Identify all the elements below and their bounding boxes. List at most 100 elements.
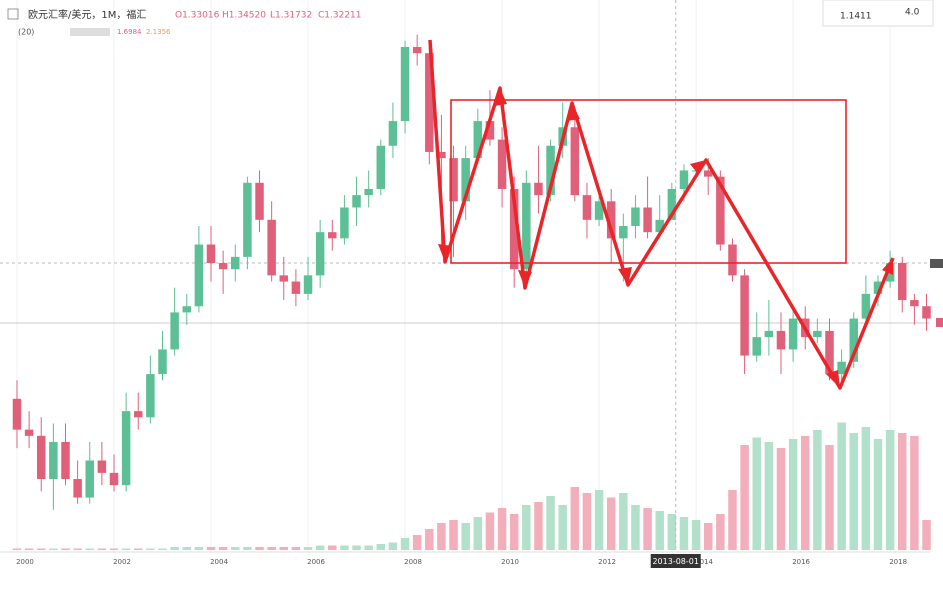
candle-body (243, 182, 252, 257)
volume-bar (158, 548, 167, 550)
candle-body (400, 47, 410, 122)
volume-bar (461, 523, 470, 550)
arrowhead (690, 160, 706, 174)
volume-bar (206, 547, 216, 550)
volume-bar (97, 548, 107, 550)
arrowhead (518, 270, 532, 288)
candle-body (218, 263, 228, 270)
x-tick-label: 2010 (501, 558, 519, 566)
candle-body (61, 442, 70, 480)
candle-body (776, 330, 786, 350)
candle-body (473, 121, 483, 159)
volume-bar (340, 545, 349, 550)
candle-body (134, 411, 143, 418)
volume-bar (667, 514, 677, 550)
candle-body (328, 232, 337, 239)
candle-body (412, 47, 422, 54)
volume-bar (922, 520, 931, 550)
volume-bar (24, 548, 34, 550)
volume-bar (437, 523, 446, 550)
candle-body (12, 398, 22, 430)
volume-bar (655, 511, 664, 550)
arrowhead (826, 370, 840, 388)
volume-bar (364, 545, 373, 550)
volume-bar (449, 520, 458, 550)
candle-body (837, 361, 846, 375)
volume-bar (691, 520, 701, 550)
volume-bar (788, 439, 798, 550)
volume-bar (315, 545, 325, 550)
candle-body (364, 188, 373, 196)
ohlc-close: C1.32211 (318, 11, 362, 21)
price-pane (12, 34, 931, 510)
volume-bar (728, 490, 737, 550)
candle-body (85, 460, 94, 498)
candle-body (352, 195, 361, 208)
volume-bar (146, 548, 155, 550)
price-tag (936, 318, 943, 327)
volume-ma: 2.1356 (146, 28, 171, 36)
candle-body (146, 374, 155, 418)
candle-body (425, 53, 434, 152)
x-tick-label: 2004 (210, 558, 228, 566)
candle-body (376, 145, 386, 189)
arrowheads (438, 88, 893, 388)
volume-bar (412, 535, 422, 550)
candle-body (388, 121, 398, 146)
volume-bar (837, 422, 846, 550)
range-box (450, 99, 847, 264)
candle-body (752, 337, 761, 356)
x-tick-label: 2018 (889, 558, 907, 566)
candle-body (716, 176, 725, 245)
candle-body (49, 442, 58, 480)
x-axis: 2000 2002 2004 2006 2008 2010 2012 2014 2016 2018 (16, 558, 907, 566)
candle-body (764, 330, 774, 338)
candle-body (788, 318, 798, 350)
volume-bar (170, 547, 179, 550)
candle-body (570, 127, 580, 196)
volume-bar (910, 436, 919, 550)
volume-bar (861, 427, 871, 550)
crosshair-label: 2013-08-01 (652, 557, 699, 566)
candle-body (825, 330, 834, 375)
x-tick-label: 2008 (404, 558, 422, 566)
volume-bar (473, 517, 483, 550)
candle-body (703, 170, 713, 177)
candle-body (194, 244, 204, 307)
volume-bar (388, 542, 398, 550)
candle-body (437, 151, 446, 159)
ohlc-open: O1.33016 (175, 11, 220, 21)
volume-bar (764, 442, 774, 550)
candle-body (170, 312, 179, 350)
candle-body (667, 188, 677, 220)
volume-bar (570, 487, 580, 550)
volume-bar (255, 547, 264, 550)
candle-body (303, 275, 313, 294)
x-tick-label: 2014 (695, 558, 713, 566)
arrowhead (438, 244, 452, 262)
candle-body (97, 460, 107, 473)
candle-body (898, 263, 907, 301)
volume-bar (49, 548, 58, 550)
volume-bar (121, 548, 131, 550)
volume-bar (558, 505, 567, 550)
volume-period: (20) (18, 28, 34, 37)
volume-bar (109, 548, 119, 550)
candle-body (861, 293, 871, 319)
candle-body (873, 281, 883, 294)
volume-bar (509, 514, 519, 550)
candle-body (582, 195, 592, 220)
volume-bar (485, 512, 495, 550)
volume-bar (85, 548, 94, 550)
volume-bar (194, 547, 204, 550)
arrowhead (494, 88, 507, 106)
chart-title: 欧元汇率/美元，1M，福汇 (28, 8, 146, 21)
icon (7, 8, 19, 20)
volume-bar (182, 547, 192, 550)
candle-body (231, 256, 240, 270)
candle-body (655, 219, 664, 233)
candle-body (497, 139, 507, 189)
x-tick-label: 2000 (16, 558, 34, 566)
volume-value: 1.6984 (117, 28, 142, 36)
ohlc-high: H1.34520 (222, 11, 266, 21)
